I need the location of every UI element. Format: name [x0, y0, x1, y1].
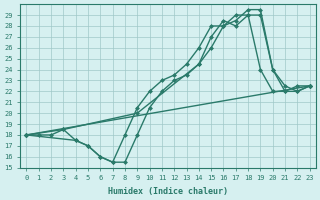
X-axis label: Humidex (Indice chaleur): Humidex (Indice chaleur)	[108, 187, 228, 196]
